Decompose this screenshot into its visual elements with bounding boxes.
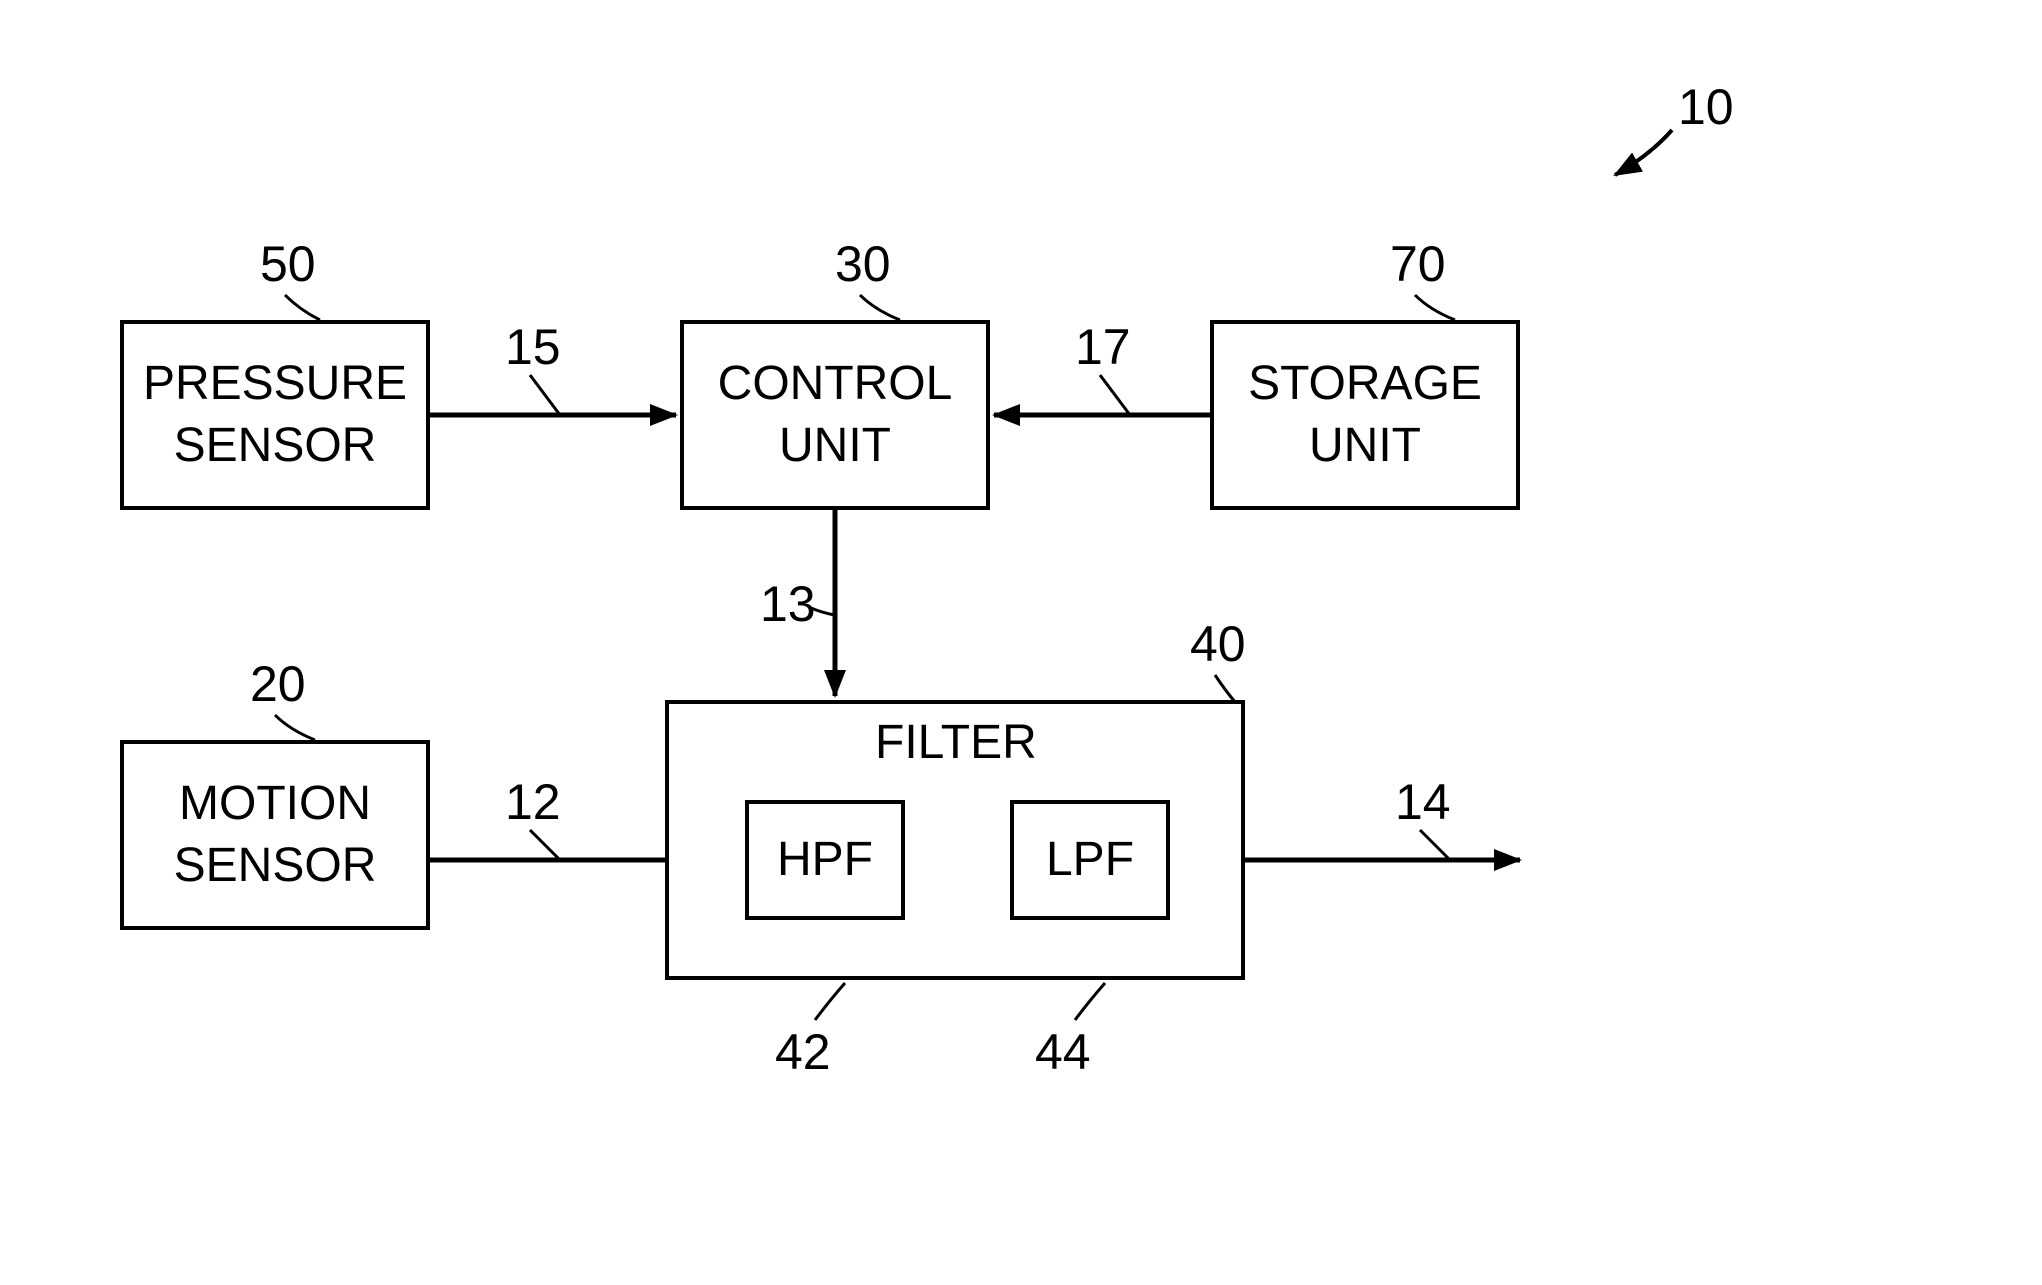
lpf-label: LPF	[1046, 829, 1134, 891]
leader-70	[1415, 295, 1455, 320]
leader-14	[1420, 830, 1450, 860]
ref-12: 12	[505, 773, 561, 831]
ref-30: 30	[835, 235, 891, 293]
lpf-block: LPF	[1010, 800, 1170, 920]
motion-sensor-block: MOTION SENSOR	[120, 740, 430, 930]
ref-13: 13	[760, 575, 816, 633]
storage-unit-block: STORAGE UNIT	[1210, 320, 1520, 510]
leader-50	[285, 295, 320, 320]
pressure-sensor-label-1: PRESSURE	[143, 353, 407, 415]
leader-44	[1075, 983, 1105, 1020]
diagram-container: PRESSURE SENSOR 50 CONTROL UNIT 30 STORA…	[0, 0, 2042, 1285]
ref-10-leader	[1615, 130, 1672, 175]
filter-label: FILTER	[875, 715, 1037, 770]
pressure-sensor-block: PRESSURE SENSOR	[120, 320, 430, 510]
storage-unit-label-1: STORAGE	[1248, 353, 1482, 415]
overall-ref-annotation	[0, 0, 2042, 1285]
motion-sensor-label-2: SENSOR	[174, 835, 377, 897]
storage-unit-label-2: UNIT	[1248, 415, 1482, 477]
ref-20: 20	[250, 655, 306, 713]
leader-42	[815, 983, 845, 1020]
control-unit-label-1: CONTROL	[718, 353, 953, 415]
hpf-block: HPF	[745, 800, 905, 920]
motion-sensor-label-1: MOTION	[174, 773, 377, 835]
pressure-sensor-label-2: SENSOR	[143, 415, 407, 477]
leader-17	[1100, 375, 1130, 415]
leader-20	[275, 715, 315, 740]
leader-12	[530, 830, 560, 860]
leader-40	[1215, 675, 1235, 702]
ref-40: 40	[1190, 615, 1246, 673]
ref-50: 50	[260, 235, 316, 293]
ref-15: 15	[505, 318, 561, 376]
ref-14: 14	[1395, 773, 1451, 831]
control-unit-label-2: UNIT	[718, 415, 953, 477]
ref-17: 17	[1075, 318, 1131, 376]
leader-30	[860, 295, 900, 320]
ref-10: 10	[1678, 78, 1734, 136]
ref-44: 44	[1035, 1023, 1091, 1081]
ref-42: 42	[775, 1023, 831, 1081]
ref-70: 70	[1390, 235, 1446, 293]
hpf-label: HPF	[777, 829, 873, 891]
control-unit-block: CONTROL UNIT	[680, 320, 990, 510]
leader-15	[530, 375, 560, 415]
